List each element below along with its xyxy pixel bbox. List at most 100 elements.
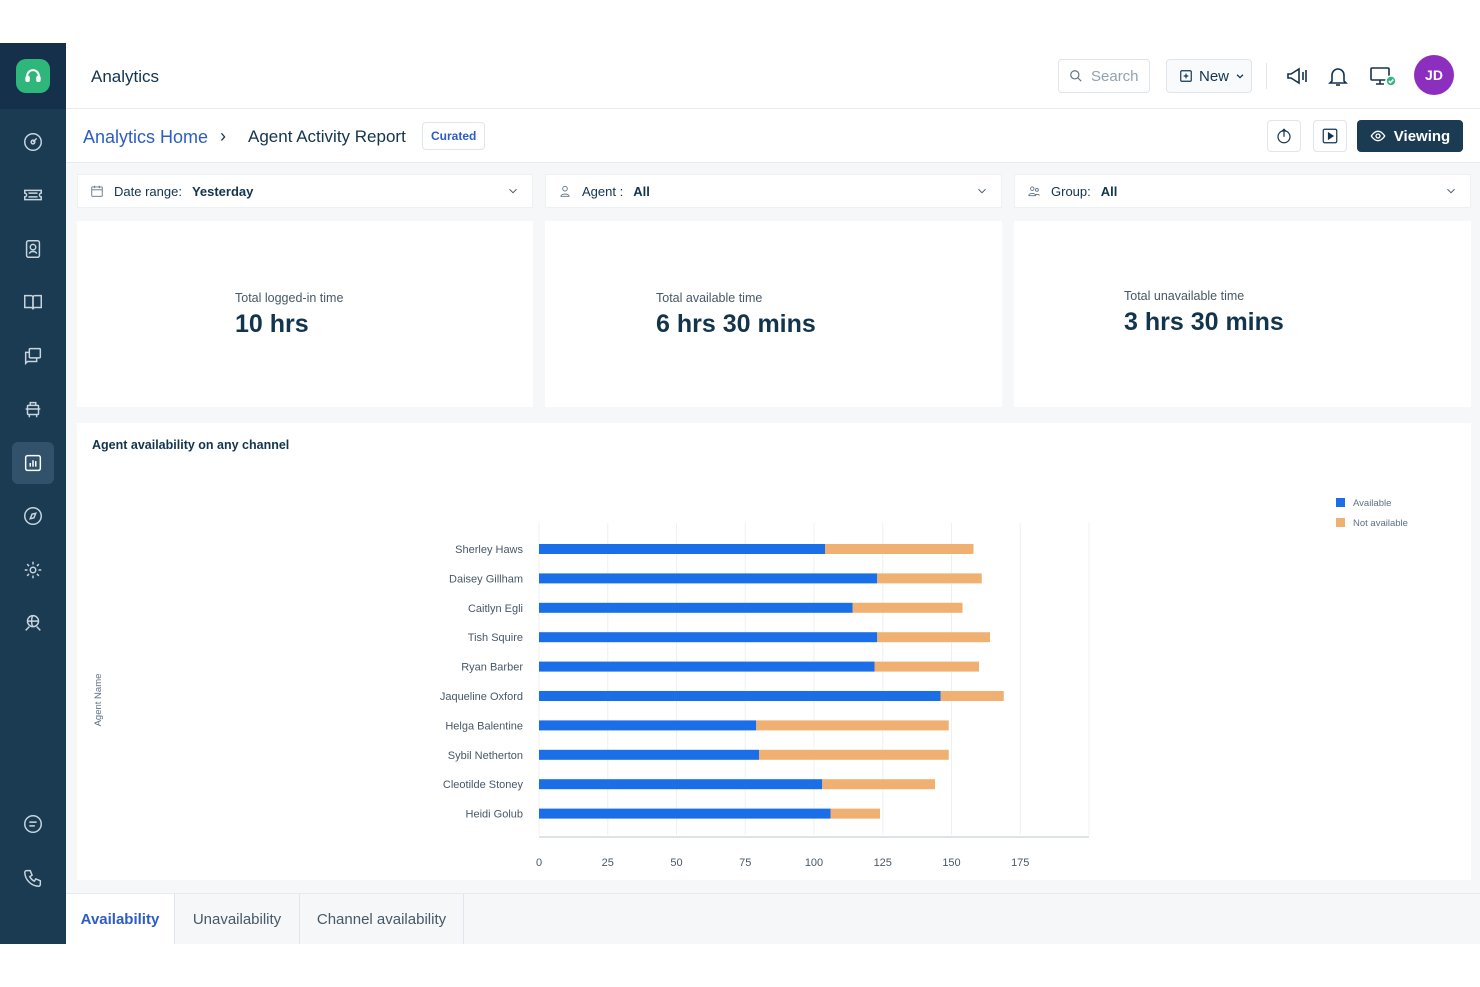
sidebar-item-analytics[interactable] [12, 442, 54, 484]
tab-unavailability[interactable]: Unavailability [175, 894, 300, 944]
plus-box-icon [1180, 70, 1192, 82]
bar-not-available [822, 779, 935, 790]
eye-icon [1370, 130, 1386, 142]
group-filter[interactable]: Group: All [1014, 174, 1471, 208]
sidebar-item-contacts[interactable] [12, 228, 54, 270]
bar-not-available [830, 808, 880, 819]
x-tick-label: 125 [874, 857, 892, 869]
y-tick-label: Heidi Golub [466, 809, 523, 821]
agent-filter[interactable]: Agent : All [545, 174, 1002, 208]
breadcrumb-separator: › [220, 126, 226, 146]
agent-filter-value: All [633, 183, 650, 199]
metric-label: Total unavailable time [1124, 289, 1245, 303]
tab-availability[interactable]: Availability [66, 894, 175, 944]
bar-not-available [940, 691, 1004, 701]
metric-card-logged-in: Total logged-in time 10 hrs [77, 221, 533, 407]
new-button[interactable]: New [1166, 59, 1252, 93]
bar-not-available [852, 602, 963, 613]
metric-value: 10 hrs [235, 310, 309, 338]
bell-icon [1328, 68, 1348, 86]
y-tick-label: Sherley Haws [455, 544, 523, 556]
search-input[interactable]: Search [1058, 59, 1150, 93]
sidebar-item-forums[interactable] [12, 335, 54, 377]
calendar-icon [91, 185, 103, 197]
y-tick-label: Caitlyn Egli [468, 603, 523, 615]
metric-value: 6 hrs 30 mins [656, 310, 816, 338]
x-tick-label: 0 [536, 857, 542, 869]
app-window: Analytics Search New JD Analytics Home ›… [0, 43, 1480, 944]
sidebar-item-discover[interactable] [12, 495, 54, 537]
sidebar-item-dashboard[interactable] [12, 121, 54, 163]
bar-available [539, 749, 759, 760]
bar-available [539, 602, 853, 613]
metric-label: Total logged-in time [235, 291, 344, 305]
breadcrumb-bar: Analytics Home › Agent Activity Report C… [66, 109, 1480, 163]
breadcrumb-current: Agent Activity Report [248, 127, 406, 146]
assets-icon [25, 401, 41, 418]
solutions-icon [24, 294, 42, 310]
bar-not-available [877, 573, 982, 584]
date-range-filter[interactable]: Date range: Yesterday [77, 174, 533, 208]
headset-logo-icon[interactable] [16, 59, 50, 93]
sidebar-item-solutions[interactable] [12, 281, 54, 323]
search-placeholder: Search [1091, 67, 1139, 85]
legend-label: Available [1353, 498, 1391, 509]
x-tick-label: 175 [1011, 857, 1029, 869]
availability-chart: 0 25 50 75 100 125 150 175 Sherley Haws Daisey Gi… [93, 498, 1408, 869]
legend-swatch [1336, 518, 1345, 527]
x-tick-label: 100 [805, 857, 823, 869]
search-icon [1070, 70, 1082, 82]
monitor-status-icon [1370, 67, 1397, 87]
sidebar [0, 43, 66, 944]
logo-area [0, 43, 66, 109]
viewing-button[interactable]: Viewing [1357, 120, 1463, 152]
agent-status-button[interactable] [1366, 61, 1400, 91]
group-filter-label: Group: [1051, 183, 1091, 199]
chevron-down-icon [509, 188, 517, 194]
settings-icon [24, 561, 42, 579]
support-icon [25, 614, 41, 631]
y-tick-label: Tish Squire [468, 632, 523, 644]
sidebar-item-support[interactable] [12, 602, 54, 644]
bar-not-available [825, 544, 974, 554]
agent-filter-label: Agent : [582, 183, 624, 199]
tab-channel-availability[interactable]: Channel availability [300, 894, 464, 944]
chevron-down-icon [1236, 74, 1244, 79]
viewing-label: Viewing [1393, 127, 1451, 145]
sidebar-item-assets[interactable] [12, 388, 54, 430]
bar-not-available [756, 720, 949, 731]
bar-available [539, 779, 823, 790]
bar-not-available [874, 661, 979, 672]
bar-not-available [877, 632, 990, 643]
bar-available [539, 808, 831, 819]
sidebar-item-settings[interactable] [12, 549, 54, 591]
bar-not-available [759, 749, 949, 760]
avatar[interactable]: JD [1414, 55, 1454, 95]
chat-icon [24, 815, 42, 833]
header-divider [1266, 63, 1267, 89]
breadcrumb-analytics-home[interactable]: Analytics Home [83, 127, 209, 147]
top-header: Analytics Search New JD [66, 43, 1480, 109]
bar-available [539, 691, 941, 701]
export-button[interactable] [1267, 120, 1301, 152]
metric-card-unavailable: Total unavailable time 3 hrs 30 mins [1014, 221, 1471, 407]
contacts-icon [25, 240, 41, 258]
notifications-button[interactable] [1323, 61, 1353, 91]
tickets-icon [24, 189, 42, 201]
x-tick-label: 50 [670, 857, 682, 869]
chevron-down-icon [978, 188, 986, 194]
sidebar-item-tickets[interactable] [12, 174, 54, 216]
group-icon [1028, 186, 1040, 197]
x-tick-label: 75 [739, 857, 751, 869]
legend-swatch [1336, 498, 1345, 507]
sidebar-item-phone[interactable] [12, 857, 54, 899]
announcements-button[interactable] [1282, 61, 1312, 91]
present-button[interactable] [1313, 120, 1347, 152]
x-tick-label: 25 [602, 857, 614, 869]
chart-panel: Agent availability on any channel 0 25 50 7… [77, 423, 1471, 880]
group-filter-value: All [1100, 183, 1118, 199]
page-title: Analytics [91, 67, 160, 86]
bar-available [539, 661, 875, 672]
chart-title: Agent availability on any channel [92, 438, 290, 452]
sidebar-item-chat[interactable] [12, 803, 54, 845]
